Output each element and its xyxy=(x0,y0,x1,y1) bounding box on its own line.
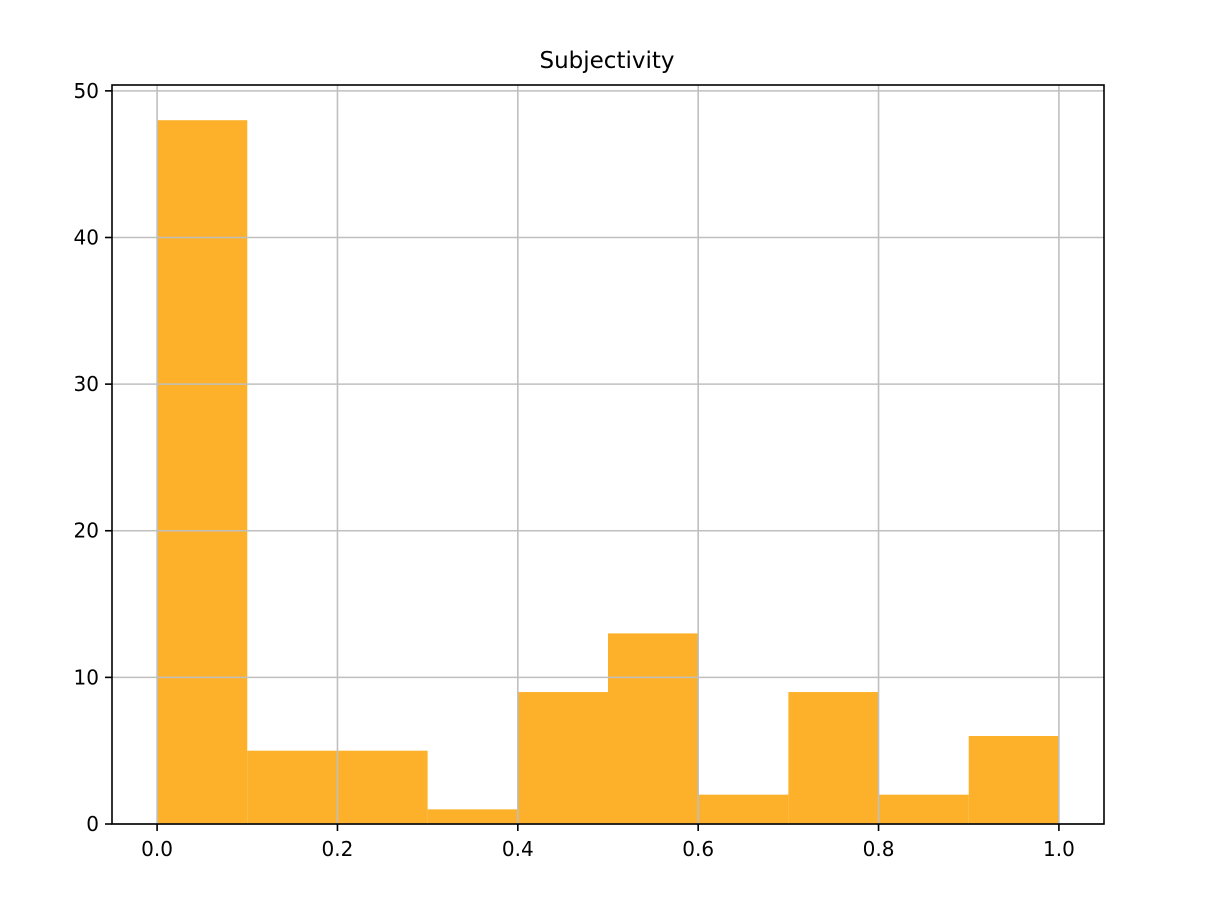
y-tick-label-0: 0 xyxy=(86,812,99,836)
y-tick-label-1: 10 xyxy=(74,665,99,689)
x-tick-label-0: 0.0 xyxy=(141,837,173,861)
chart-title: Subjectivity xyxy=(539,48,674,74)
histogram-bar-9 xyxy=(968,736,1059,824)
histogram-bar-8 xyxy=(878,794,969,824)
plot-frame xyxy=(111,84,1105,825)
x-axis-ticks: 0.0 0.2 0.4 0.6 0.8 1.0 xyxy=(141,824,1075,861)
x-tick-label-5: 1.0 xyxy=(1043,837,1075,861)
y-tick-label-5: 50 xyxy=(74,79,99,103)
histogram-bar-5 xyxy=(608,633,699,824)
histogram-bar-4 xyxy=(517,692,608,824)
y-tick-label-2: 20 xyxy=(74,519,99,543)
x-tick-label-3: 0.6 xyxy=(682,837,714,861)
x-tick-label-2: 0.4 xyxy=(502,837,534,861)
histogram-bar-6 xyxy=(698,794,789,824)
histogram-bar-2 xyxy=(337,750,428,824)
histogram-bar-0 xyxy=(157,120,248,824)
histogram-bar-3 xyxy=(427,809,518,824)
y-tick-label-4: 40 xyxy=(74,225,99,249)
x-tick-label-1: 0.2 xyxy=(322,837,354,861)
y-tick-label-3: 30 xyxy=(74,372,99,396)
x-tick-label-4: 0.8 xyxy=(863,837,895,861)
y-axis-ticks: 0 10 20 30 40 50 xyxy=(74,79,112,836)
histogram-bar-1 xyxy=(247,750,338,824)
histogram-bar-7 xyxy=(788,692,879,824)
